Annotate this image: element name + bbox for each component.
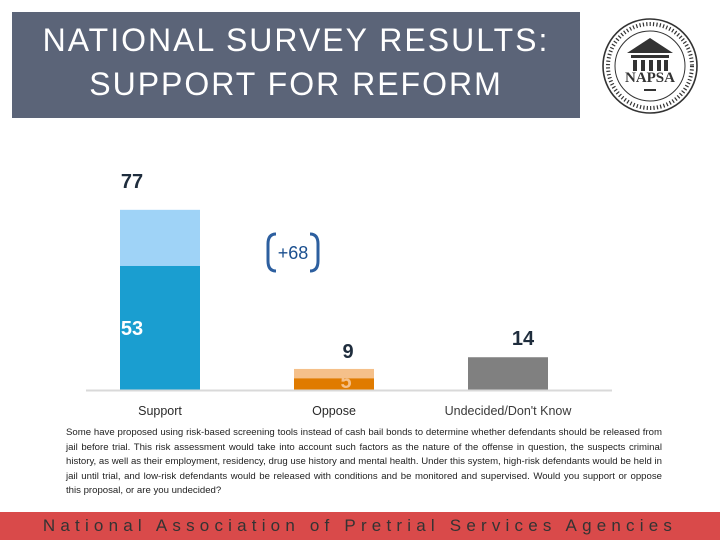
logo-text: NAPSA <box>625 70 675 86</box>
title-box: NATIONAL SURVEY RESULTS: SUPPORT FOR REF… <box>12 12 580 118</box>
bar-oppose-strong <box>294 378 374 390</box>
category-label: Oppose <box>312 404 356 418</box>
annotation-margin: +68 <box>278 243 309 263</box>
logo-lintel <box>631 55 669 58</box>
bar-support-total <box>120 209 200 266</box>
label-support-total: 77 <box>121 171 143 193</box>
label-support-strong: 53 <box>121 318 143 340</box>
annotation-bracket-left <box>266 232 277 273</box>
bar-oppose-total <box>294 368 374 379</box>
annotation-bracket-right <box>309 232 320 273</box>
logo-pediment <box>627 38 673 53</box>
category-label: Support <box>138 404 182 418</box>
bar-support-strong <box>120 265 200 390</box>
footer-bar: National Association of Pretrial Service… <box>0 512 720 540</box>
bar-undecided <box>468 357 548 390</box>
label-oppose-strong: 5 <box>340 371 351 393</box>
logo-seal-lettering-ring <box>606 22 694 110</box>
category-label: Undecided/Don't Know <box>445 404 573 418</box>
logo-base-line <box>644 89 656 91</box>
napsa-logo: NAPSA <box>602 18 698 114</box>
logo-inner-ring <box>614 30 686 102</box>
logo-columns <box>633 60 668 71</box>
survey-bar-chart: 77 53 9 5 14 Support Oppose Undecided/Don't Kno… <box>86 171 612 418</box>
label-undecided-total: 14 <box>512 328 535 350</box>
footer-text: National Association of Pretrial Service… <box>42 516 678 535</box>
survey-question-text: Some have proposed using risk-based scre… <box>66 427 662 497</box>
label-oppose-total: 9 <box>342 341 353 363</box>
slide-title: NATIONAL SURVEY RESULTS: SUPPORT FOR REF… <box>42 22 550 102</box>
